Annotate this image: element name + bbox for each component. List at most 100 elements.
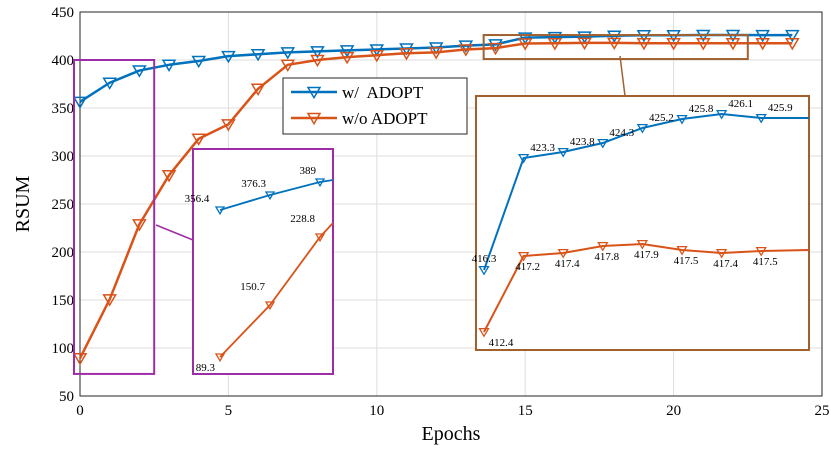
data-point-0 (339, 45, 355, 58)
data-point-1 (666, 38, 681, 51)
legend: w/ ADOPT w/o ADOPT (282, 77, 468, 135)
data-point-1 (132, 219, 147, 232)
data-point-0 (517, 32, 533, 45)
data-point-0 (755, 29, 770, 43)
inset-early-label-0: 389 (300, 165, 317, 177)
data-point-1 (72, 353, 88, 366)
x-tick-label: 0 (76, 403, 84, 419)
data-point-1 (725, 37, 741, 51)
y-tick-labels: 50 100 150 200 250 300 350 400 450 (52, 5, 75, 405)
inset-late-label-0: 416.3 (472, 253, 497, 265)
legend-label-w-adopt: w/ ADOPT (342, 83, 424, 102)
inset-late-label-1: 417.9 (634, 249, 659, 261)
inset-late-marker-1 (715, 248, 728, 259)
inset-early-label-0: 356.4 (185, 193, 210, 205)
data-point-1 (250, 83, 266, 96)
data-point-1 (755, 37, 770, 51)
data-point-1 (161, 169, 177, 183)
y-tick-label: 150 (52, 293, 75, 309)
x-tick-label: 15 (518, 403, 533, 419)
inset-late-epochs: 416.3 412.4 423.3 417.2 423.8 417.4 424.3 417.8… (472, 95, 810, 351)
data-point-1 (221, 119, 236, 132)
data-point-0 (577, 31, 592, 44)
inset-late-label-0: 425.2 (649, 112, 674, 124)
inset-late-marker-1 (597, 241, 609, 252)
inset-late-marker-1 (636, 239, 649, 250)
inset-late-marker-1 (478, 327, 490, 338)
inset-late-marker-0 (478, 265, 490, 276)
data-point-1 (785, 37, 800, 51)
inset-late-marker-0 (636, 123, 649, 134)
inset-early-marker-0 (264, 191, 276, 201)
y-tick-label: 300 (52, 149, 75, 165)
legend-marker-wo-adopt (306, 112, 322, 126)
data-point-1 (577, 37, 592, 51)
plot-frame (79, 11, 823, 397)
y-tick-label: 200 (52, 245, 75, 261)
inset-late-marker-0 (517, 153, 530, 164)
data-point-1 (547, 38, 563, 51)
data-point-0 (785, 29, 800, 43)
legend-marker-w-adopt (306, 86, 322, 100)
inset-late-label-0: 425.9 (768, 102, 793, 114)
inset-late-label-1: 417.5 (674, 255, 699, 267)
data-point-0 (250, 48, 266, 62)
data-point-0 (458, 40, 474, 53)
inset-early-label-1: 150.7 (240, 281, 265, 293)
x-tick-label: 20 (666, 403, 681, 419)
data-point-0 (191, 55, 207, 69)
inset-late-marker-0 (715, 109, 728, 120)
inset-early-line-0 (219, 179, 334, 211)
inset-early-marker-0 (314, 178, 326, 188)
inset-late-label-1: 412.4 (489, 337, 514, 349)
inset-early-label-1: 89.3 (196, 362, 216, 374)
y-tick-label: 100 (52, 341, 75, 357)
y-tick-label: 450 (52, 5, 75, 21)
zoom-box-early (73, 59, 156, 375)
inset-late-label-0: 425.8 (689, 103, 714, 115)
series-line-1 (78, 41, 793, 359)
y-axis-label: RSUM (12, 175, 34, 232)
data-point-1 (428, 47, 444, 60)
x-tick-label: 25 (815, 403, 830, 419)
inset-early-label-0: 376.3 (241, 178, 266, 190)
data-point-1 (399, 48, 414, 61)
inset-late-line-0 (483, 112, 809, 271)
inset-early-line-1 (219, 222, 334, 358)
zoom-connector-early (155, 224, 194, 241)
data-point-0 (547, 31, 563, 45)
data-point-1 (191, 133, 207, 146)
data-point-0 (488, 39, 503, 52)
inset-late-label-1: 417.2 (515, 261, 540, 273)
inset-late-line-1 (483, 242, 810, 333)
data-point-1 (488, 42, 503, 56)
zoom-connector-late (619, 55, 626, 97)
inset-late-label-1: 417.5 (753, 256, 778, 268)
data-point-1 (636, 37, 652, 51)
inset-late-label-1: 417.4 (555, 258, 580, 270)
data-point-1 (458, 44, 474, 57)
y-tick-label: 50 (59, 389, 74, 405)
y-tick-label: 400 (52, 53, 75, 69)
inset-late-marker-1 (755, 246, 767, 257)
y-tick-label: 350 (52, 101, 75, 117)
data-point-1 (102, 294, 117, 307)
inset-late-marker-0 (557, 147, 569, 158)
inset-late-marker-1 (517, 251, 530, 262)
inset-late-label-1: 417.8 (594, 251, 619, 263)
inset-late-label-0: 426.1 (728, 98, 753, 110)
inset-late-label-0: 424.3 (609, 127, 634, 139)
data-point-1 (280, 59, 296, 72)
x-tick-label: 10 (369, 403, 384, 419)
inset-early-marker-1 (214, 353, 226, 363)
zoom-box-late (482, 34, 749, 61)
data-point-0 (161, 59, 177, 72)
data-point-1 (339, 51, 355, 65)
inset-late-marker-0 (597, 138, 609, 149)
inset-early-marker-1 (314, 233, 326, 243)
inset-late-frame (475, 95, 810, 351)
data-point-1 (606, 37, 622, 50)
inset-late-marker-1 (557, 248, 569, 259)
inset-early-label-1: 228.8 (290, 213, 315, 225)
